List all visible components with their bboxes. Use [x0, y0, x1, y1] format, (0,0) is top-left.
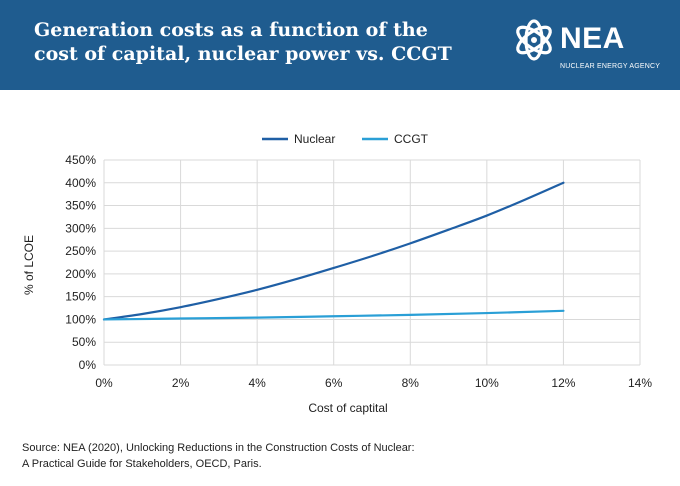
x-tick-label: 8%: [402, 376, 420, 390]
source-note: Source: NEA (2020), Unlocking Reductions…: [22, 440, 662, 472]
y-axis-label: % of LCOE: [22, 235, 36, 295]
y-tick-label: 400%: [65, 176, 96, 190]
y-tick-label: 350%: [65, 199, 96, 213]
x-tick-label: 14%: [628, 376, 652, 390]
x-tick-label: 12%: [551, 376, 575, 390]
source-line-1: Source: NEA (2020), Unlocking Reductions…: [22, 442, 415, 454]
series-line-nuclear: [102, 181, 565, 321]
legend-label-ccgt: CCGT: [394, 132, 429, 146]
y-tick-label: 150%: [65, 290, 96, 304]
logo-subtitle: NUCLEAR ENERGY AGENCY: [560, 63, 661, 70]
title-line-1: Generation costs as a function of the: [34, 19, 428, 41]
x-tick-label: 0%: [95, 376, 113, 390]
x-tick-label: 4%: [248, 376, 266, 390]
logo-name: NEA: [560, 22, 625, 55]
header-banner: Generation costs as a function of the co…: [0, 0, 680, 90]
series-line-ccgt: [102, 309, 565, 321]
page-title: Generation costs as a function of the co…: [34, 18, 474, 66]
x-tick-label: 2%: [172, 376, 190, 390]
y-tick-label: 100%: [65, 312, 96, 326]
x-tick-label: 6%: [325, 376, 343, 390]
chart-area: 0% 50% 100% 150% 200% 250% 300% 350% 400% 450% 0% 2…: [22, 132, 652, 415]
x-axis-label: Cost of captital: [308, 401, 387, 415]
x-tick-label: 10%: [475, 376, 499, 390]
y-tick-label: 450%: [65, 153, 96, 167]
title-line-2: cost of capital, nuclear power vs. CCGT: [34, 43, 452, 65]
y-tick-label: 250%: [65, 244, 96, 258]
source-line-2: A Practical Guide for Stakeholders, OECD…: [22, 458, 262, 470]
y-tick-label: 200%: [65, 267, 96, 281]
nea-logo: NEA NUCLEAR ENERGY AGENCY: [512, 18, 662, 76]
y-tick-label: 50%: [72, 335, 96, 349]
y-tick-label: 0%: [79, 358, 97, 372]
y-tick-label: 300%: [65, 221, 96, 235]
nea-atom-icon: [516, 19, 552, 61]
legend-label-nuclear: Nuclear: [294, 132, 335, 146]
